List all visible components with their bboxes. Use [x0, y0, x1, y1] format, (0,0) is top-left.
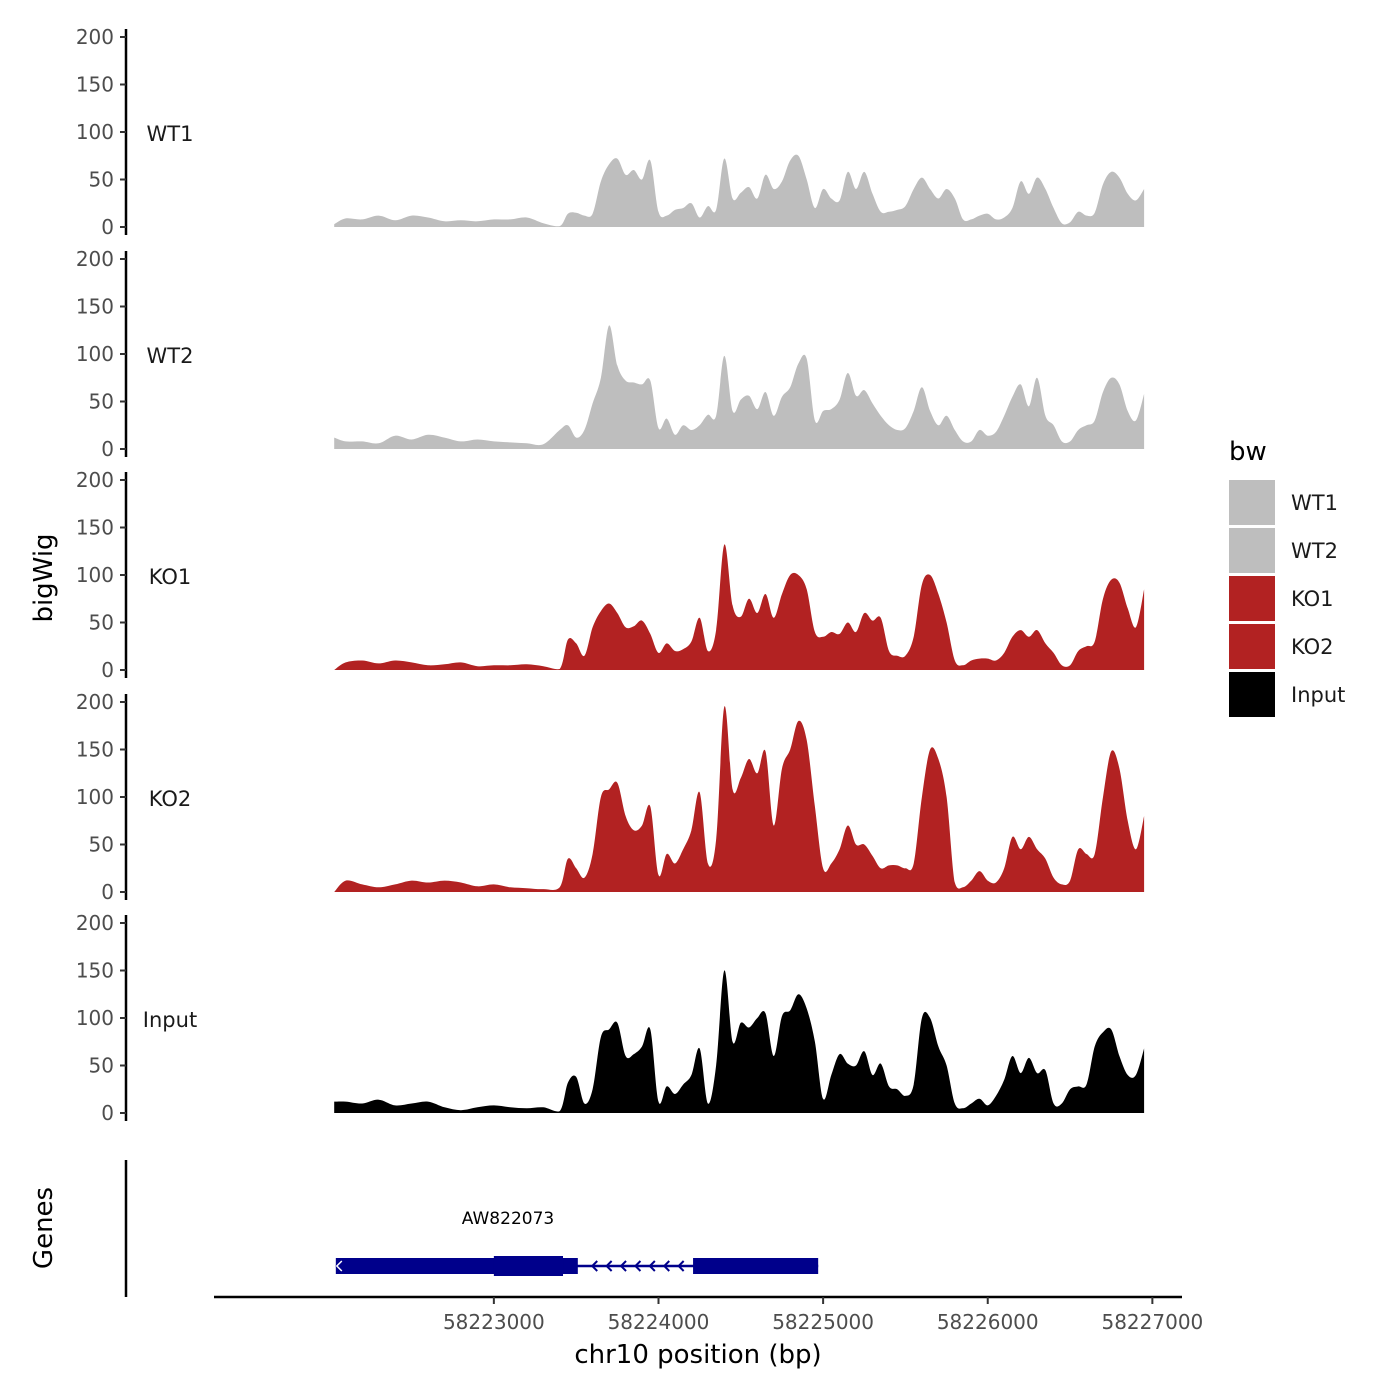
y-tick-label: 200: [76, 247, 114, 271]
y-tick-label: 150: [76, 959, 114, 983]
y-tick-label: 50: [89, 611, 114, 635]
y-tick-label: 100: [76, 342, 114, 366]
y-tick-label: 0: [101, 215, 114, 239]
x-tick-label: 58224000: [608, 1310, 710, 1334]
track-label: KO1: [149, 565, 192, 589]
legend-label: KO1: [1291, 587, 1334, 611]
y-tick-label: 200: [76, 911, 114, 935]
gene-exon: [693, 1258, 819, 1274]
legend-swatch: [1229, 576, 1275, 621]
y-tick-label: 0: [101, 658, 114, 682]
area-ko2: [334, 706, 1145, 892]
y-tick-label: 150: [76, 516, 114, 540]
track-wt2: 0 50 100 150 200 WT2: [76, 247, 1145, 461]
y-tick-label: 100: [76, 785, 114, 809]
legend-entry-ko2: KO2: [1229, 624, 1334, 669]
y-tick-label: 0: [101, 880, 114, 904]
y-tick-label: 200: [76, 468, 114, 492]
strand-arrow: [619, 1260, 627, 1272]
legend-label: WT1: [1291, 491, 1338, 515]
y-tick-label: 150: [76, 73, 114, 97]
coverage-tracks: 0 50 100 150 200 WT1 0 50 100 150 200 WT2 0 50 100 150 2…: [76, 25, 1145, 1125]
strand-arrow: [605, 1260, 613, 1272]
genes-axis-title: Genes: [29, 1187, 59, 1269]
track-label: WT1: [147, 122, 194, 146]
y-tick-label: 100: [76, 120, 114, 144]
y-tick-label: 200: [76, 25, 114, 49]
y-tick-label: 50: [89, 833, 114, 857]
strand-arrow: [648, 1260, 656, 1272]
gene-aw822073: AW822073: [335, 1209, 819, 1276]
x-tick-label: 58227000: [1101, 1310, 1203, 1334]
track-label: WT2: [147, 344, 194, 368]
track-wt1: 0 50 100 150 200 WT1: [76, 25, 1145, 239]
y-tick-label: 150: [76, 738, 114, 762]
legend: bw WT1 WT2 KO1 KO2 Input: [1229, 437, 1345, 717]
area-input: [334, 970, 1145, 1113]
track-input: 0 50 100 150 200 Input: [76, 911, 1145, 1125]
legend-swatch: [1229, 672, 1275, 717]
area-ko1: [334, 544, 1145, 670]
legend-swatch: [1229, 528, 1275, 573]
y-tick-label: 0: [101, 1101, 114, 1125]
y-tick-label: 200: [76, 690, 114, 714]
x-axis: 58223000 58224000 58225000 58226000 58227000: [214, 1295, 1203, 1334]
legend-entry-wt1: WT1: [1229, 480, 1338, 525]
legend-swatch: [1229, 480, 1275, 525]
area-wt1: [334, 154, 1145, 227]
strand-arrow: [590, 1260, 598, 1272]
y-tick-label: 50: [89, 1054, 114, 1078]
y-tick-label: 100: [76, 563, 114, 587]
x-tick-label: 58226000: [937, 1310, 1039, 1334]
legend-swatch: [1229, 624, 1275, 669]
y-axis-title: bigWig: [29, 533, 59, 622]
track-label: KO2: [149, 787, 192, 811]
track-ko1: 0 50 100 150 200 KO1: [76, 468, 1145, 682]
y-tick-label: 50: [89, 168, 114, 192]
legend-label: WT2: [1291, 539, 1338, 563]
legend-label: KO2: [1291, 635, 1334, 659]
x-tick-label: 58225000: [772, 1310, 874, 1334]
track-label: Input: [143, 1008, 197, 1032]
strand-arrow: [634, 1260, 642, 1272]
strand-arrow: [662, 1260, 670, 1272]
legend-entry-wt2: WT2: [1229, 528, 1338, 573]
area-wt2: [334, 325, 1145, 449]
y-tick-label: 150: [76, 295, 114, 319]
legend-title: bw: [1229, 437, 1267, 467]
y-tick-label: 50: [89, 390, 114, 414]
strand-arrow: [335, 1260, 343, 1272]
strand-arrow: [677, 1260, 685, 1272]
gene-cds: [493, 1256, 564, 1276]
y-tick-label: 0: [101, 437, 114, 461]
x-axis-title: chr10 position (bp): [574, 1340, 821, 1370]
legend-entry-input: Input: [1229, 672, 1345, 717]
track-ko2: 0 50 100 150 200 KO2: [76, 690, 1145, 904]
y-tick-label: 100: [76, 1006, 114, 1030]
gene-panel: AW822073: [124, 1160, 819, 1297]
gene-name-label: AW822073: [462, 1209, 554, 1229]
legend-entry-ko1: KO1: [1229, 576, 1334, 621]
legend-label: Input: [1291, 683, 1345, 707]
x-tick-label: 58223000: [443, 1310, 545, 1334]
